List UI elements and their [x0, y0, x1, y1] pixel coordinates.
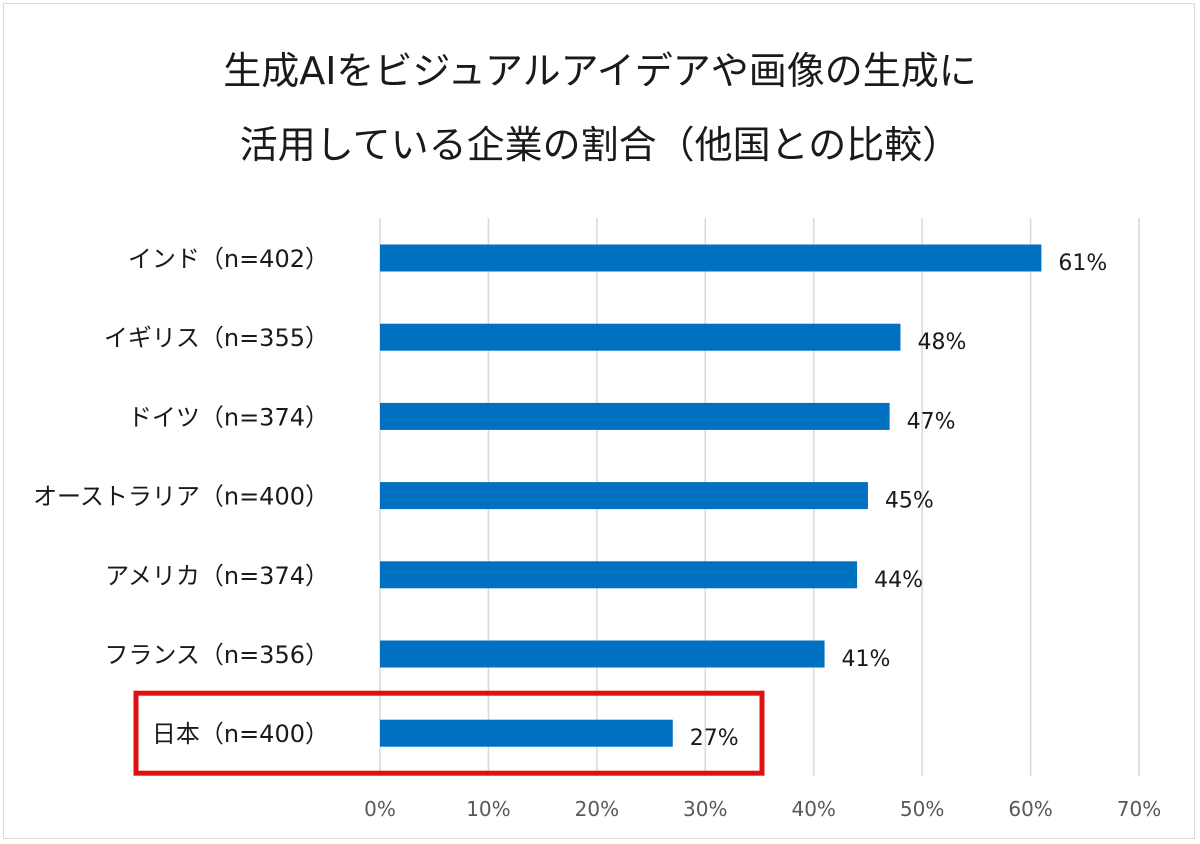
chart-title-line-2: 活用している企業の割合（他国との比較）	[239, 123, 961, 167]
category-label: インド（n=402）	[128, 245, 329, 273]
category-label: イギリス（n=355）	[104, 324, 329, 352]
x-tick-label: 20%	[575, 797, 619, 821]
bar	[380, 244, 1042, 272]
x-tick-label: 10%	[466, 797, 510, 821]
value-label: 45%	[885, 489, 934, 514]
x-tick-label: 30%	[683, 797, 727, 821]
bar	[380, 323, 901, 351]
category-label: オーストラリア（n=400）	[33, 483, 329, 511]
bar	[380, 402, 890, 430]
value-label: 27%	[690, 726, 739, 751]
value-label: 48%	[917, 330, 966, 355]
bar	[380, 719, 673, 747]
value-label: 61%	[1058, 251, 1107, 276]
bar	[380, 482, 868, 510]
chart-title-line-1: 生成AIをビジュアルアイデアや画像の生成に	[223, 49, 977, 93]
bar	[380, 640, 825, 668]
category-label: 日本（n=400）	[152, 720, 329, 748]
bar	[380, 561, 858, 589]
x-tick-label: 40%	[791, 797, 835, 821]
highlight-box	[133, 690, 765, 776]
value-label: 47%	[907, 409, 956, 434]
x-tick-label: 60%	[1008, 797, 1052, 821]
category-label: フランス（n=356）	[104, 641, 329, 669]
chart-frame	[3, 3, 1195, 839]
value-label: 44%	[874, 568, 923, 593]
category-label: ドイツ（n=374）	[128, 403, 329, 431]
category-label: アメリカ（n=374）	[105, 562, 329, 590]
x-tick-label: 0%	[364, 797, 396, 821]
value-label: 41%	[842, 647, 891, 672]
x-tick-label: 50%	[900, 797, 944, 821]
x-tick-label: 70%	[1117, 797, 1161, 821]
